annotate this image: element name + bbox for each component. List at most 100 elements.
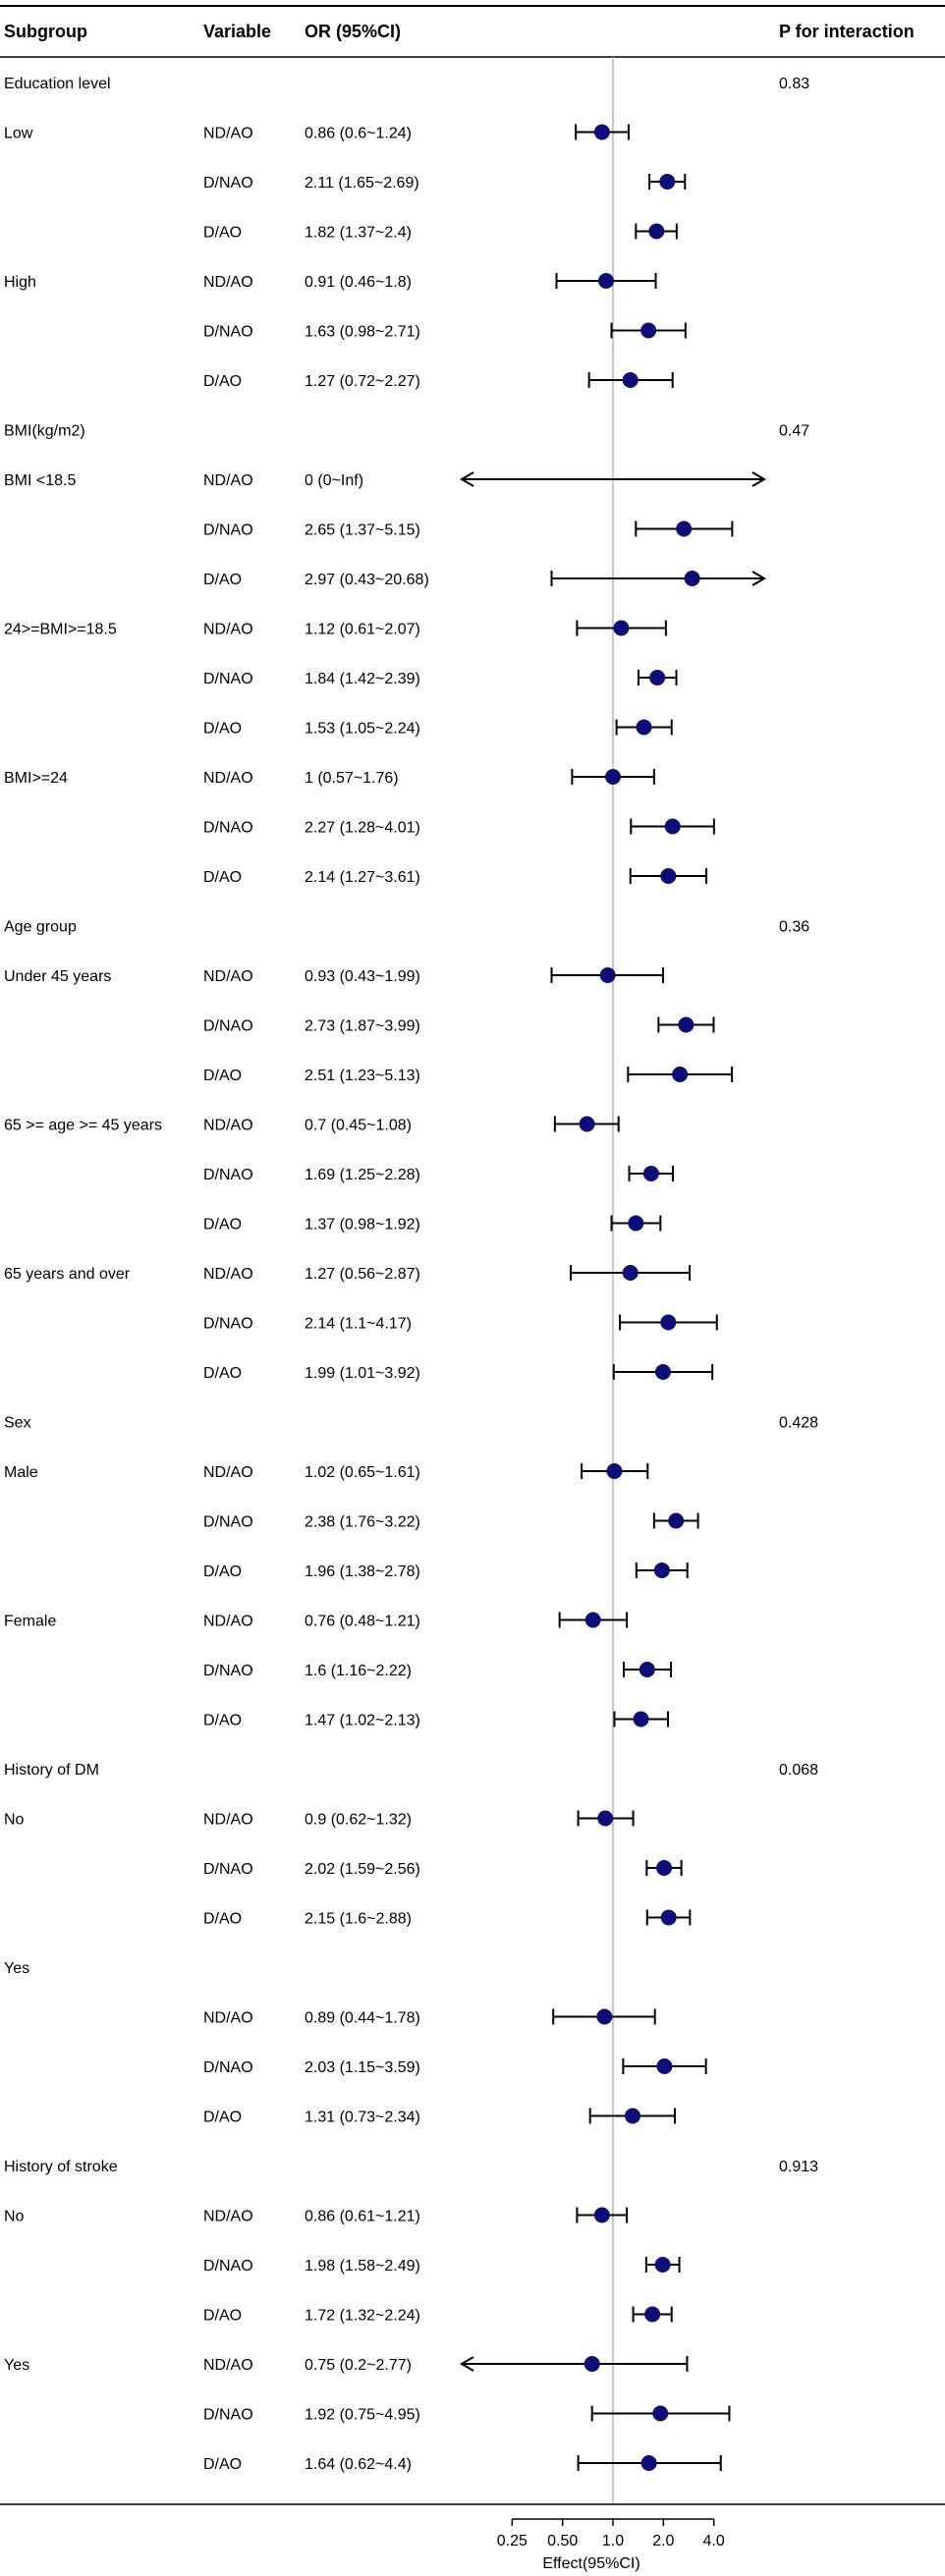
row-variable-label: D/NAO <box>203 175 253 192</box>
ci-arrow-right <box>751 471 766 487</box>
row-subgroup-label: BMI(kg/m2) <box>4 423 85 440</box>
row-variable-label: D/NAO <box>203 1316 253 1333</box>
row-or-text: 2.97 (0.43~20.68) <box>305 572 429 588</box>
row-or-text: 2.38 (1.76~3.22) <box>305 1514 420 1531</box>
row-p-interaction: 0.068 <box>779 1762 818 1779</box>
point-estimate <box>640 322 657 339</box>
row-or-text: 2.14 (1.27~3.61) <box>305 869 420 886</box>
row-or-text: 0.93 (0.43~1.99) <box>305 968 420 985</box>
point-estimate <box>676 521 693 537</box>
row-or-text: 1.69 (1.25~2.28) <box>305 1167 420 1183</box>
row-subgroup-label: No <box>4 1812 25 1829</box>
row-subgroup-label: Under 45 years <box>4 968 111 985</box>
row-or-text: 2.11 (1.65~2.69) <box>305 175 419 192</box>
point-estimate <box>656 1860 673 1876</box>
point-estimate <box>598 273 615 289</box>
row-variable-label: ND/AO <box>203 2357 253 2374</box>
ci-arrow-right <box>751 571 766 586</box>
row-or-text: 1.53 (1.05~2.24) <box>305 721 420 738</box>
row-variable-label: ND/AO <box>203 1464 253 1481</box>
row-or-text: 1.96 (1.38~2.78) <box>305 1563 420 1580</box>
row-or-text: 2.15 (1.6~2.88) <box>305 1911 412 1928</box>
row-or-text: 1.98 (1.58~2.49) <box>305 2258 420 2275</box>
row-subgroup-label: Education level <box>4 76 111 92</box>
x-tick-label: 2.0 <box>652 2533 674 2549</box>
row-or-text: 0.7 (0.45~1.08) <box>305 1118 412 1134</box>
point-estimate <box>648 223 665 240</box>
row-variable-label: D/NAO <box>203 324 253 341</box>
row-or-text: 2.02 (1.59~2.56) <box>305 1861 420 1878</box>
row-variable-label: ND/AO <box>203 2010 253 2027</box>
point-estimate <box>639 1662 655 1677</box>
row-variable-label: ND/AO <box>203 472 253 489</box>
point-estimate <box>584 1612 601 1628</box>
row-subgroup-label: BMI>=24 <box>4 770 68 787</box>
row-or-text: 1.27 (0.56~2.87) <box>305 1266 420 1283</box>
row-subgroup-label: Low <box>4 126 33 142</box>
row-variable-label: D/NAO <box>203 522 253 539</box>
row-subgroup-label: Female <box>4 1614 56 1630</box>
row-or-text: 1.27 (0.72~2.27) <box>305 373 420 390</box>
x-tick-label: 0.25 <box>497 2533 528 2549</box>
point-estimate <box>684 571 700 586</box>
point-estimate <box>606 1463 623 1479</box>
point-estimate <box>622 1265 639 1281</box>
row-variable-label: D/AO <box>203 869 242 886</box>
row-p-interaction: 0.47 <box>779 423 809 440</box>
row-or-text: 2.65 (1.37~5.15) <box>305 522 420 539</box>
x-tick-label: 4.0 <box>703 2533 725 2549</box>
row-or-text: 0.76 (0.48~1.21) <box>305 1614 420 1630</box>
point-estimate <box>596 2008 613 2025</box>
point-estimate <box>640 2455 657 2471</box>
row-subgroup-label: Yes <box>4 2357 29 2374</box>
point-estimate <box>672 1067 689 1082</box>
row-variable-label: ND/AO <box>203 2209 253 2225</box>
row-variable-label: D/NAO <box>203 1663 253 1679</box>
row-or-text: 1.6 (1.16~2.22) <box>305 1663 412 1679</box>
row-subgroup-label: History of stroke <box>4 2159 118 2175</box>
header-or: OR (95%CI) <box>305 22 401 41</box>
row-or-text: 1.63 (0.98~2.71) <box>305 324 420 341</box>
row-subgroup-label: Age group <box>4 919 77 936</box>
row-variable-label: D/NAO <box>203 671 253 687</box>
point-estimate <box>622 372 639 388</box>
row-subgroup-label: Yes <box>4 1960 29 1977</box>
row-subgroup-label: No <box>4 2209 25 2225</box>
row-subgroup-label: High <box>4 274 36 291</box>
row-variable-label: D/NAO <box>203 2059 253 2076</box>
row-or-text: 1.64 (0.62~4.4) <box>305 2456 412 2473</box>
row-subgroup-label: Male <box>4 1464 38 1481</box>
row-variable-label: D/NAO <box>203 2258 253 2275</box>
point-estimate <box>605 769 621 785</box>
point-estimate <box>652 2405 669 2422</box>
point-estimate <box>624 2108 640 2124</box>
row-variable-label: ND/AO <box>203 1812 253 1829</box>
x-tick-label: 0.50 <box>547 2533 578 2549</box>
point-estimate <box>636 719 652 736</box>
row-or-text: 1.31 (0.73~2.34) <box>305 2110 420 2126</box>
row-variable-label: D/AO <box>203 2308 242 2325</box>
row-or-text: 0.9 (0.62~1.32) <box>305 1812 412 1829</box>
row-variable-label: D/AO <box>203 1911 242 1928</box>
row-variable-label: D/NAO <box>203 2407 253 2424</box>
point-estimate <box>659 174 676 190</box>
row-or-text: 1.12 (0.61~2.07) <box>305 622 420 638</box>
row-or-text: 1.72 (1.32~2.24) <box>305 2308 420 2325</box>
row-variable-label: ND/AO <box>203 622 253 638</box>
row-subgroup-label: 65 years and over <box>4 1266 131 1283</box>
row-variable-label: ND/AO <box>203 1614 253 1630</box>
point-estimate <box>660 1909 677 1926</box>
point-estimate <box>653 1562 670 1578</box>
row-variable-label: D/AO <box>203 225 242 242</box>
point-estimate <box>642 1166 659 1181</box>
row-p-interaction: 0.428 <box>779 1415 818 1432</box>
row-p-interaction: 0.83 <box>779 76 809 92</box>
row-variable-label: ND/AO <box>203 1118 253 1134</box>
row-or-text: 0.75 (0.2~2.77) <box>305 2357 412 2374</box>
row-or-text: 0.86 (0.6~1.24) <box>305 126 412 142</box>
row-subgroup-label: BMI <18.5 <box>4 472 76 489</box>
row-or-text: 1 (0.57~1.76) <box>305 770 399 787</box>
row-subgroup-label: Sex <box>4 1415 31 1432</box>
x-axis-label: Effect(95%CI) <box>542 2555 639 2572</box>
header-subgroup: Subgroup <box>4 22 87 41</box>
